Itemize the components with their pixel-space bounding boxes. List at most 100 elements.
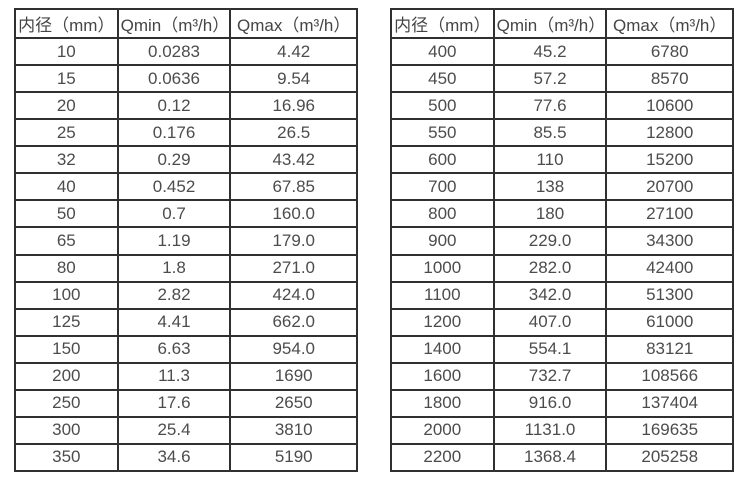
qmax-cell: 4.42 [229,36,358,67]
table-row: 200 11.3 1690 [14,361,358,391]
table-row: 50 0.7 160.0 [14,199,358,229]
qmin-cell: 407.0 [492,307,608,337]
table-row: 2200 1368.4 205258 [390,442,734,473]
diameter-cell: 40 [14,172,119,202]
table-row: 250 17.6 2650 [14,388,358,418]
header-qmin: Qmin（m³/h） [116,8,232,39]
diameter-cell: 50 [14,199,119,229]
diameter-cell: 80 [14,253,119,283]
diameter-cell: 550 [390,118,495,148]
qmax-cell: 20700 [605,172,734,202]
qmin-cell: 342.0 [492,280,608,310]
table-row: 150 6.63 954.0 [14,334,358,364]
qmax-cell: 9.54 [229,64,358,94]
diameter-cell: 2200 [390,442,495,473]
qmin-cell: 1131.0 [492,415,608,445]
diameter-cell: 32 [14,145,119,175]
table-body: 400 45.2 6780 450 57.2 8570 500 77.6 106… [390,36,734,473]
qmin-cell: 1.8 [116,253,232,283]
diameter-cell: 600 [390,145,495,175]
table-row: 700 138 20700 [390,172,734,202]
diameter-cell: 1400 [390,334,495,364]
table-header: 内径（mm） Qmin（m³/h） Qmax（m³/h） [390,8,734,39]
table-row: 1100 342.0 51300 [390,280,734,310]
qmin-cell: 0.29 [116,145,232,175]
qmin-cell: 11.3 [116,361,232,391]
qmin-cell: 2.82 [116,280,232,310]
qmax-cell: 271.0 [229,253,358,283]
table-row: 25 0.176 26.5 [14,118,358,148]
qmax-cell: 108566 [605,361,734,391]
diameter-cell: 400 [390,36,495,67]
qmax-cell: 12800 [605,118,734,148]
qmin-cell: 732.7 [492,361,608,391]
diameter-cell: 150 [14,334,119,364]
header-diameter: 内径（mm） [390,8,495,39]
table-row: 600 110 15200 [390,145,734,175]
table-row: 10 0.0283 4.42 [14,36,358,67]
table-body: 10 0.0283 4.42 15 0.0636 9.54 20 0.12 16… [14,36,358,473]
diameter-cell: 100 [14,280,119,310]
header-qmin: Qmin（m³/h） [492,8,608,39]
qmin-cell: 916.0 [492,388,608,418]
qmax-cell: 424.0 [229,280,358,310]
qmax-cell: 3810 [229,415,358,445]
qmax-cell: 205258 [605,442,734,473]
diameter-cell: 125 [14,307,119,337]
diameter-cell: 2000 [390,415,495,445]
qmin-cell: 180 [492,199,608,229]
header-row: 内径（mm） Qmin（m³/h） Qmax（m³/h） [390,8,734,39]
qmin-cell: 25.4 [116,415,232,445]
qmax-cell: 2650 [229,388,358,418]
qmax-cell: 137404 [605,388,734,418]
table-header: 内径（mm） Qmin（m³/h） Qmax（m³/h） [14,8,358,39]
table-row: 1600 732.7 108566 [390,361,734,391]
table-row: 1000 282.0 42400 [390,253,734,283]
header-diameter: 内径（mm） [14,8,119,39]
qmax-cell: 954.0 [229,334,358,364]
diameter-cell: 25 [14,118,119,148]
qmin-cell: 1368.4 [492,442,608,473]
qmax-cell: 67.85 [229,172,358,202]
table-row: 125 4.41 662.0 [14,307,358,337]
table-row: 1200 407.0 61000 [390,307,734,337]
qmax-cell: 83121 [605,334,734,364]
table-row: 32 0.29 43.42 [14,145,358,175]
diameter-cell: 450 [390,64,495,94]
qmax-cell: 16.96 [229,91,358,121]
qmin-cell: 34.6 [116,442,232,473]
qmax-cell: 6780 [605,36,734,67]
table-row: 450 57.2 8570 [390,64,734,94]
qmax-cell: 42400 [605,253,734,283]
qmin-cell: 4.41 [116,307,232,337]
qmax-cell: 15200 [605,145,734,175]
table-row: 40 0.452 67.85 [14,172,358,202]
qmax-cell: 1690 [229,361,358,391]
qmax-cell: 26.5 [229,118,358,148]
diameter-cell: 700 [390,172,495,202]
qmin-cell: 554.1 [492,334,608,364]
qmin-cell: 229.0 [492,226,608,256]
diameter-cell: 1100 [390,280,495,310]
qmax-cell: 61000 [605,307,734,337]
qmax-cell: 160.0 [229,199,358,229]
table-row: 350 34.6 5190 [14,442,358,473]
table-row: 900 229.0 34300 [390,226,734,256]
diameter-cell: 350 [14,442,119,473]
qmax-cell: 10600 [605,91,734,121]
qmin-cell: 282.0 [492,253,608,283]
diameter-cell: 1000 [390,253,495,283]
table-row: 1400 554.1 83121 [390,334,734,364]
table-row: 20 0.12 16.96 [14,91,358,121]
qmax-cell: 34300 [605,226,734,256]
header-qmax: Qmax（m³/h） [605,8,734,39]
diameter-cell: 1600 [390,361,495,391]
diameter-cell: 200 [14,361,119,391]
table-row: 15 0.0636 9.54 [14,64,358,94]
diameter-cell: 900 [390,226,495,256]
header-qmax: Qmax（m³/h） [229,8,358,39]
qmin-cell: 17.6 [116,388,232,418]
qmax-cell: 169635 [605,415,734,445]
qmin-cell: 45.2 [492,36,608,67]
